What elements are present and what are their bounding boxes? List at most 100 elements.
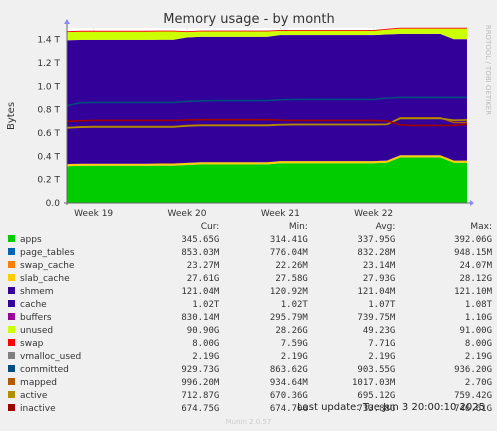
legend-avg: 49.23G <box>362 325 396 336</box>
legend-max: 392.06G <box>454 234 492 245</box>
legend-avg: 1.07T <box>368 299 396 310</box>
legend-cur: 996.20M <box>181 377 220 388</box>
legend-row-buffers: buffers 830.14M 295.79M 739.75M 1.10G <box>6 311 492 324</box>
legend-max: 759.42G <box>454 390 492 401</box>
legend-name: unused <box>20 325 54 336</box>
legend-header-max: Max: <box>470 222 492 232</box>
legend-swatch <box>6 311 15 324</box>
area-swap <box>67 27 467 33</box>
x-tick-label: Week 20 <box>168 209 207 219</box>
legend-min: 863.62G <box>269 364 308 375</box>
legend-cur: 121.04M <box>181 286 220 297</box>
legend-cur: 345.65G <box>181 234 220 245</box>
munin-version: Munin 2.0.57 <box>225 418 272 426</box>
legend-max: 948.15M <box>454 247 492 258</box>
legend-min: 314.41G <box>269 234 308 245</box>
legend-color-swatch <box>8 378 15 385</box>
rrdtool-watermark: RRDTOOL / TOBI OETIKER <box>484 25 492 115</box>
legend-color-swatch <box>8 300 15 307</box>
legend-min: 670.36G <box>269 390 308 401</box>
legend-max: 1.08T <box>464 299 492 310</box>
legend-swatch <box>6 389 15 402</box>
legend-row-swap: swap 8.00G 7.59G 7.71G 8.00G <box>6 337 492 350</box>
legend-swatch <box>6 298 15 311</box>
chart-title: Memory usage - by month <box>163 12 334 27</box>
legend-max: 1.10G <box>464 312 492 323</box>
y-tick-label: 0.4 T <box>37 152 60 162</box>
legend-color-swatch <box>8 261 15 268</box>
area-slab-cache <box>67 155 467 167</box>
legend-max: 24.07M <box>459 260 492 271</box>
legend-max: 2.19G <box>464 351 492 362</box>
legend-name: inactive <box>20 403 56 414</box>
legend-min: 934.64M <box>269 377 308 388</box>
legend-avg: 23.14M <box>362 260 396 271</box>
y-tick-label: 1.2 T <box>37 59 60 69</box>
legend-color-swatch <box>8 274 15 281</box>
legend-cur: 27.61G <box>186 273 220 284</box>
legend-max: 8.00G <box>464 338 492 349</box>
y-tick-label: 1.0 T <box>37 82 60 92</box>
legend-name: mapped <box>20 377 58 388</box>
legend-min: 22.26M <box>275 260 308 271</box>
series-lines <box>66 96 468 129</box>
legend-min: 674.70G <box>269 403 308 414</box>
legend-max: 936.20G <box>454 364 492 375</box>
legend-cur: 23.27M <box>186 260 220 271</box>
x-tick-label: Week 21 <box>261 209 300 219</box>
legend-min: 27.58G <box>275 273 308 284</box>
y-tick-label: 0.6 T <box>37 129 60 139</box>
legend-color-swatch <box>8 339 15 346</box>
legend-swatch <box>6 402 15 415</box>
legend-row-apps: apps 345.65G 314.41G 337.95G 392.06G <box>6 233 492 246</box>
legend-cur: 712.87G <box>181 390 220 401</box>
y-tick-label: 0.0 <box>46 199 61 209</box>
legend-cur: 674.75G <box>181 403 220 414</box>
legend-name: slab_cache <box>20 273 70 284</box>
legend-min: 295.79M <box>269 312 308 323</box>
legend-header-min: Min: <box>288 222 308 232</box>
legend-min: 120.92M <box>269 286 308 297</box>
legend-swatch <box>6 350 15 363</box>
y-axis-label: Bytes <box>6 102 17 130</box>
legend-swatch <box>6 233 15 246</box>
legend-name: swap <box>20 338 44 349</box>
legend-row-swap-cache: swap_cache 23.27M 22.26M 23.14M 24.07M <box>6 259 492 272</box>
x-axis-arrow <box>470 200 474 206</box>
legend-color-swatch <box>8 404 15 411</box>
legend-avg: 7.71G <box>368 338 396 349</box>
area-cache <box>67 34 467 164</box>
legend-color-swatch <box>8 326 15 333</box>
legend-color-swatch <box>8 235 15 242</box>
legend-color-swatch <box>8 352 15 359</box>
y-axis-arrow <box>64 19 70 24</box>
legend-max: 91.00G <box>459 325 492 336</box>
legend-cur: 8.00G <box>192 338 220 349</box>
legend-avg: 27.93G <box>362 273 396 284</box>
legend-name: swap_cache <box>20 260 75 271</box>
legend-swatch <box>6 337 15 350</box>
legend-avg: 903.55G <box>357 364 396 375</box>
legend-min: 776.04M <box>269 247 308 258</box>
legend-header-row: Cur: Min: Avg: Max: <box>6 221 492 233</box>
legend-name: vmalloc_used <box>20 351 82 362</box>
legend-avg: 337.95G <box>357 234 396 245</box>
legend-row-cache: cache 1.02T 1.02T 1.07T 1.08T <box>6 298 492 311</box>
legend-color-swatch <box>8 248 15 255</box>
legend-swatch <box>6 272 15 285</box>
legend-max: 2.70G <box>464 377 492 388</box>
legend-row-vmalloc-used: vmalloc_used 2.19G 2.19G 2.19G 2.19G <box>6 350 492 363</box>
legend-min: 28.26G <box>275 325 308 336</box>
legend-swatch <box>6 246 15 259</box>
line-inactive <box>66 118 468 127</box>
legend-avg: 1017.03M <box>352 377 396 388</box>
memory-chart: Memory usage - by month Bytes RRDTOOL / … <box>6 12 492 219</box>
legend-color-swatch <box>8 391 15 398</box>
legend-table: Cur: Min: Avg: Max: apps 345.65G 314.41G 33… <box>6 221 492 415</box>
line-committed <box>66 96 467 107</box>
legend-color-swatch <box>8 287 15 294</box>
legend-row-mapped: mapped 996.20M 934.64M 1017.03M 2.70G <box>6 376 492 389</box>
x-axis-ticks: Week 19 Week 20 Week 21 Week 22 <box>74 209 393 219</box>
legend-color-swatch <box>8 313 15 320</box>
legend-cur: 1.02T <box>192 299 220 310</box>
